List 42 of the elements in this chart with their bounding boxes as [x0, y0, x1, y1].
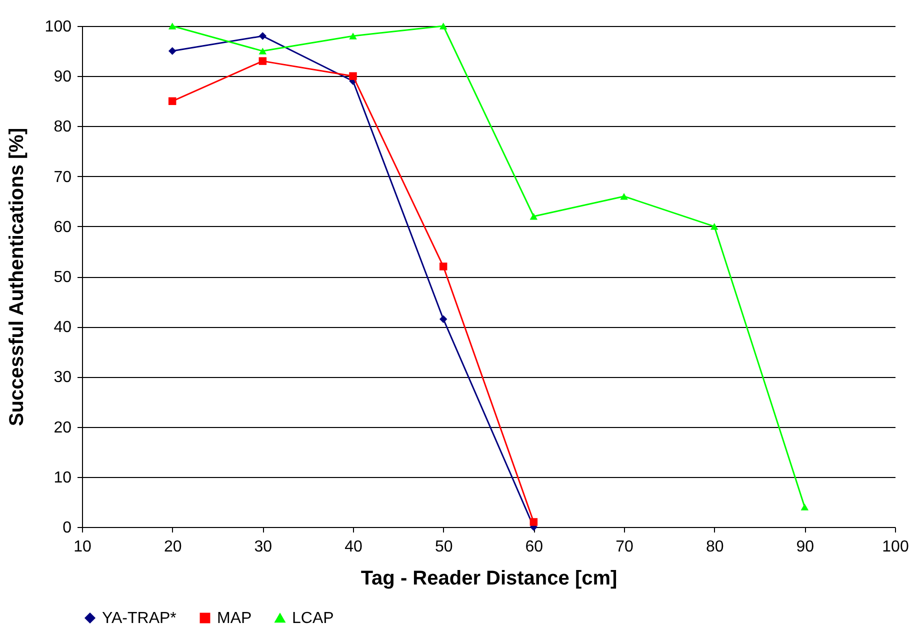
x-tick-label: 90	[796, 538, 814, 556]
point	[530, 213, 538, 220]
legend-label: YA-TRAP*	[102, 610, 176, 627]
point	[168, 97, 176, 106]
point	[530, 518, 538, 526]
x-tick-label: 20	[164, 538, 182, 556]
point	[349, 72, 357, 80]
point	[168, 22, 176, 30]
x-tick-label: 40	[344, 538, 362, 556]
x-tick-label: 50	[434, 538, 453, 556]
y-tick-label: 60	[54, 218, 72, 236]
point	[258, 48, 267, 54]
point	[439, 22, 448, 30]
y-tick-label: 0	[62, 520, 72, 536]
point	[258, 32, 267, 40]
legend-label: MAP	[217, 610, 252, 627]
point	[258, 57, 267, 65]
point	[439, 315, 448, 323]
point	[620, 192, 628, 200]
y-axis-title: Successful Authentications [%]	[6, 128, 28, 426]
point	[800, 504, 809, 510]
point	[439, 262, 448, 270]
y-tick-label: 30	[54, 369, 72, 386]
point	[710, 223, 718, 230]
x-axis-title: Tag - Reader Distance [cm]	[360, 568, 618, 590]
y-tick-label: 10	[54, 469, 72, 486]
x-tick-label: 60	[525, 538, 544, 556]
x-tick-label: 70	[616, 538, 634, 556]
point	[349, 32, 357, 40]
y-tick-label: 90	[54, 68, 72, 86]
x-tick-label: 30	[254, 538, 272, 556]
y-tick-label: 20	[54, 419, 72, 436]
x-tick-label: 10	[74, 538, 92, 556]
x-tick-label: 80	[706, 538, 724, 556]
y-tick-label: 40	[54, 319, 72, 336]
y-tick-label: 70	[54, 168, 72, 186]
legend-label: LCAP	[292, 610, 334, 627]
y-tick-label: 80	[54, 118, 72, 136]
y-tick-label: 50	[54, 269, 72, 286]
y-tick-label: 100	[44, 18, 72, 36]
point	[168, 47, 176, 55]
x-tick-label: 100	[882, 538, 909, 556]
